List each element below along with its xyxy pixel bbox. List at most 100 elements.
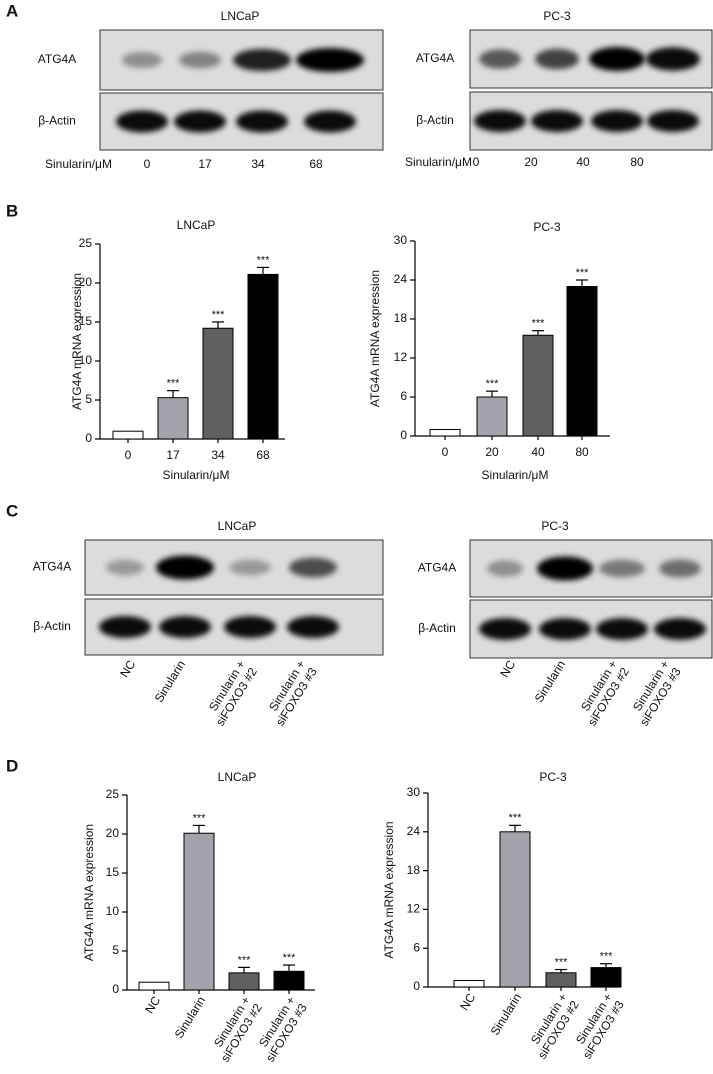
blot-band [156, 555, 214, 580]
bar [183, 832, 215, 991]
blot-title: PC-3 [541, 519, 569, 533]
y-tick-label: 30 [407, 785, 421, 799]
lane-label: 34 [251, 157, 265, 171]
blot-row-label: ATG4A [38, 52, 76, 66]
lane-label: 68 [309, 157, 323, 171]
bar [566, 286, 598, 437]
bar [247, 273, 279, 440]
y-tick-label: 15 [106, 865, 120, 879]
blot-row-label: ATG4A [418, 561, 456, 575]
x-tick-label: 0 [125, 448, 132, 462]
bar [522, 334, 554, 437]
x-tick-label: 40 [531, 445, 545, 459]
panel-label: B [6, 201, 18, 220]
blot-band [122, 51, 162, 69]
blot-band [537, 556, 593, 581]
bar [273, 970, 305, 991]
y-tick-label: 10 [79, 353, 93, 367]
blot-row-label: ATG4A [33, 560, 71, 574]
y-tick-label: 24 [394, 272, 408, 286]
blot-band [531, 110, 583, 132]
blot-title: LNCaP [218, 519, 257, 533]
blot-band [659, 559, 701, 578]
blot-title: PC-3 [543, 9, 571, 23]
y-tick-label: 10 [106, 904, 120, 918]
bar [429, 429, 461, 437]
blot-band [474, 110, 526, 132]
bar [476, 396, 508, 437]
x-tick-label: 34 [211, 448, 225, 462]
y-tick-label: 0 [400, 428, 407, 442]
lane-label: Sinularin +siFOXO3 #3 [625, 658, 684, 729]
x-tick-label: 80 [575, 445, 589, 459]
y-tick-label: 18 [407, 863, 421, 877]
panel-label: D [6, 756, 18, 775]
blot-band [591, 110, 643, 132]
lane-label: Sinularin +siFOXO3 #2 [573, 658, 632, 729]
bar [138, 981, 170, 991]
y-tick-label: 25 [79, 236, 93, 250]
chart-title: LNCaP [218, 770, 257, 784]
blot-band [647, 110, 699, 132]
blot-x-label: Sinularin/μM [45, 157, 112, 171]
blot-band [596, 618, 648, 640]
blot-band [487, 560, 523, 577]
bar [499, 831, 531, 988]
y-tick-label: 20 [106, 826, 120, 840]
blot-row-label: β-Actin [418, 621, 456, 635]
lane-label: Sinularin [532, 658, 569, 705]
lane-label: NC [117, 658, 138, 680]
bar [228, 972, 260, 991]
y-tick-label: 5 [112, 943, 119, 957]
blot-band [479, 618, 531, 640]
y-tick-label: 30 [394, 233, 408, 247]
significance: *** [486, 378, 500, 390]
y-tick-label: 12 [394, 350, 408, 364]
x-tick-label: Sinularin [172, 994, 209, 1041]
y-axis-label: ATG4A mRNA expression [382, 821, 396, 958]
x-tick-label: 17 [166, 448, 180, 462]
y-tick-label: 25 [106, 787, 120, 801]
blot-row-label: ATG4A [416, 51, 454, 65]
y-tick-label: 0 [85, 431, 92, 445]
y-axis-label: ATG4A mRNA expression [368, 270, 382, 407]
blot-band [479, 49, 521, 69]
blot-band [233, 48, 291, 72]
y-tick-label: 6 [413, 940, 420, 954]
blot-band [289, 557, 337, 578]
significance: *** [167, 378, 181, 390]
blot-band [159, 616, 211, 638]
y-tick-label: 0 [112, 982, 119, 996]
bar [157, 397, 189, 440]
significance: *** [532, 318, 546, 330]
chart-title: PC-3 [539, 770, 567, 784]
x-axis-label: Sinularin/μM [163, 468, 230, 482]
blot-band [179, 51, 221, 69]
significance: *** [238, 954, 252, 966]
lane-label: 0 [144, 157, 151, 171]
blot-band [535, 48, 579, 70]
significance: *** [600, 951, 614, 963]
blot-band [296, 48, 364, 72]
lane-label: Sinularin +siFOXO3 #3 [261, 658, 320, 729]
chart-title: LNCaP [177, 218, 216, 232]
blot-band [116, 110, 168, 133]
chart-title: PC-3 [533, 220, 561, 234]
lane-label: 0 [473, 155, 480, 169]
y-tick-label: 15 [79, 314, 93, 328]
lane-label: 80 [630, 155, 644, 169]
bar [590, 967, 622, 988]
blot-row-label: β-Actin [33, 619, 71, 633]
blot-band [646, 47, 700, 71]
blot-row-label: β-Actin [416, 113, 454, 127]
blot-band [599, 559, 645, 578]
significance: *** [283, 952, 297, 964]
x-tick-label: NC [457, 991, 478, 1013]
lane-label: 40 [576, 155, 590, 169]
y-tick-label: 5 [85, 392, 92, 406]
x-tick-label: Sinularin +siFOXO3 #2 [206, 994, 265, 1065]
bar [545, 972, 577, 988]
blot-band [224, 616, 276, 638]
blot-title: LNCaP [221, 9, 260, 23]
